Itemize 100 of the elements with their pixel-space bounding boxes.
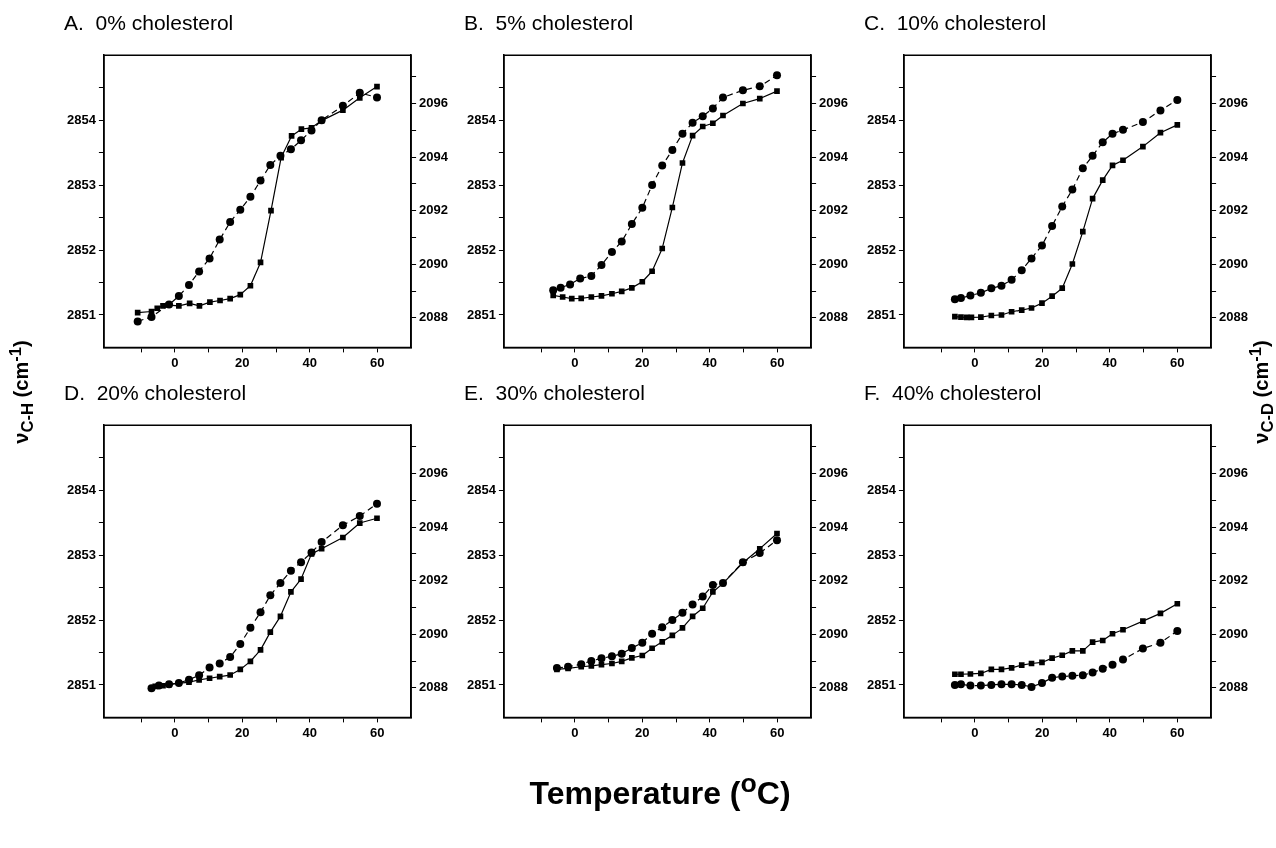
point <box>1120 157 1126 164</box>
x-tick-label: 60 <box>770 724 785 740</box>
x-tick-label: 60 <box>1170 724 1185 740</box>
x-tick-label: 0 <box>571 354 579 370</box>
y-tick-label: 2852 <box>867 241 896 257</box>
point <box>1156 638 1165 647</box>
y2-tick-label: 2088 <box>819 309 848 325</box>
point <box>267 629 274 635</box>
point <box>1156 106 1165 115</box>
point <box>638 203 647 212</box>
y2-tick-label: 2094 <box>419 518 449 534</box>
point <box>958 314 964 320</box>
point <box>226 653 235 662</box>
point <box>205 254 214 263</box>
point <box>257 647 264 653</box>
y2-tick-label: 2092 <box>419 572 448 588</box>
x-tick-label: 20 <box>235 724 250 740</box>
x-tick-label: 40 <box>702 724 718 740</box>
y2-tick-label: 2090 <box>1219 255 1248 271</box>
point <box>338 101 347 110</box>
point <box>1088 151 1097 160</box>
point <box>649 268 655 275</box>
point <box>237 666 244 673</box>
x-tick-label: 60 <box>370 724 385 740</box>
point <box>566 280 575 289</box>
y2-tick-label: 2094 <box>1219 518 1249 534</box>
point <box>699 123 706 130</box>
chart-title: A. 0% cholesterol <box>64 11 234 35</box>
point <box>629 655 635 661</box>
point <box>956 680 965 689</box>
point <box>699 605 706 612</box>
point <box>1174 122 1181 128</box>
point <box>688 118 697 127</box>
y2-tick-label: 2088 <box>419 679 448 695</box>
y-tick-label: 2853 <box>67 176 96 192</box>
y-tick-label: 2853 <box>67 546 96 562</box>
point <box>966 291 975 300</box>
point <box>658 623 667 632</box>
point <box>147 684 156 693</box>
point <box>374 83 380 90</box>
point <box>355 88 364 97</box>
point <box>288 133 295 139</box>
point <box>160 303 166 309</box>
point <box>317 538 326 547</box>
point <box>206 675 213 682</box>
point <box>648 181 657 190</box>
point <box>772 71 781 80</box>
point <box>1173 627 1182 636</box>
point <box>355 512 364 521</box>
point <box>134 309 141 316</box>
point <box>710 589 716 595</box>
point <box>246 623 255 632</box>
point <box>688 600 697 609</box>
point <box>1089 639 1096 645</box>
point <box>609 660 615 667</box>
point <box>976 681 985 690</box>
x-tick-label: 40 <box>302 354 318 370</box>
point <box>618 288 625 295</box>
point <box>678 129 687 138</box>
x-tick-label: 20 <box>1035 724 1050 740</box>
point <box>658 161 667 170</box>
point <box>1018 662 1025 668</box>
chart-title: F. 40% cholesterol <box>864 381 1042 405</box>
y2-tick-label: 2092 <box>819 572 848 588</box>
x-tick-label: 20 <box>1035 354 1050 370</box>
point <box>678 608 687 617</box>
point <box>607 247 616 256</box>
point <box>1039 300 1045 306</box>
point <box>184 675 193 684</box>
point <box>639 652 646 659</box>
point <box>772 536 781 545</box>
point <box>978 314 984 320</box>
point <box>679 625 686 631</box>
point <box>227 295 233 302</box>
point <box>154 305 161 312</box>
point <box>556 283 565 292</box>
y-tick-label: 2853 <box>467 546 496 562</box>
point <box>648 629 657 638</box>
point <box>976 288 985 297</box>
chart-title: C. 10% cholesterol <box>864 11 1047 35</box>
point <box>997 281 1006 290</box>
x-tick-label: 20 <box>635 354 650 370</box>
point <box>1088 668 1097 677</box>
point <box>1037 678 1046 687</box>
point <box>1027 254 1036 263</box>
point <box>1138 118 1147 127</box>
point <box>1007 275 1016 284</box>
point <box>1140 143 1146 150</box>
y-tick-label: 2851 <box>867 306 896 322</box>
chart-title: D. 20% cholesterol <box>64 381 247 405</box>
point <box>629 285 635 291</box>
y2-tick-label: 2096 <box>1219 465 1248 481</box>
point <box>587 656 596 665</box>
point <box>774 530 780 537</box>
point <box>340 534 346 541</box>
point <box>756 95 763 102</box>
y2-tick-label: 2090 <box>819 625 848 641</box>
point <box>1017 266 1026 275</box>
point <box>720 112 726 119</box>
point <box>266 591 275 600</box>
